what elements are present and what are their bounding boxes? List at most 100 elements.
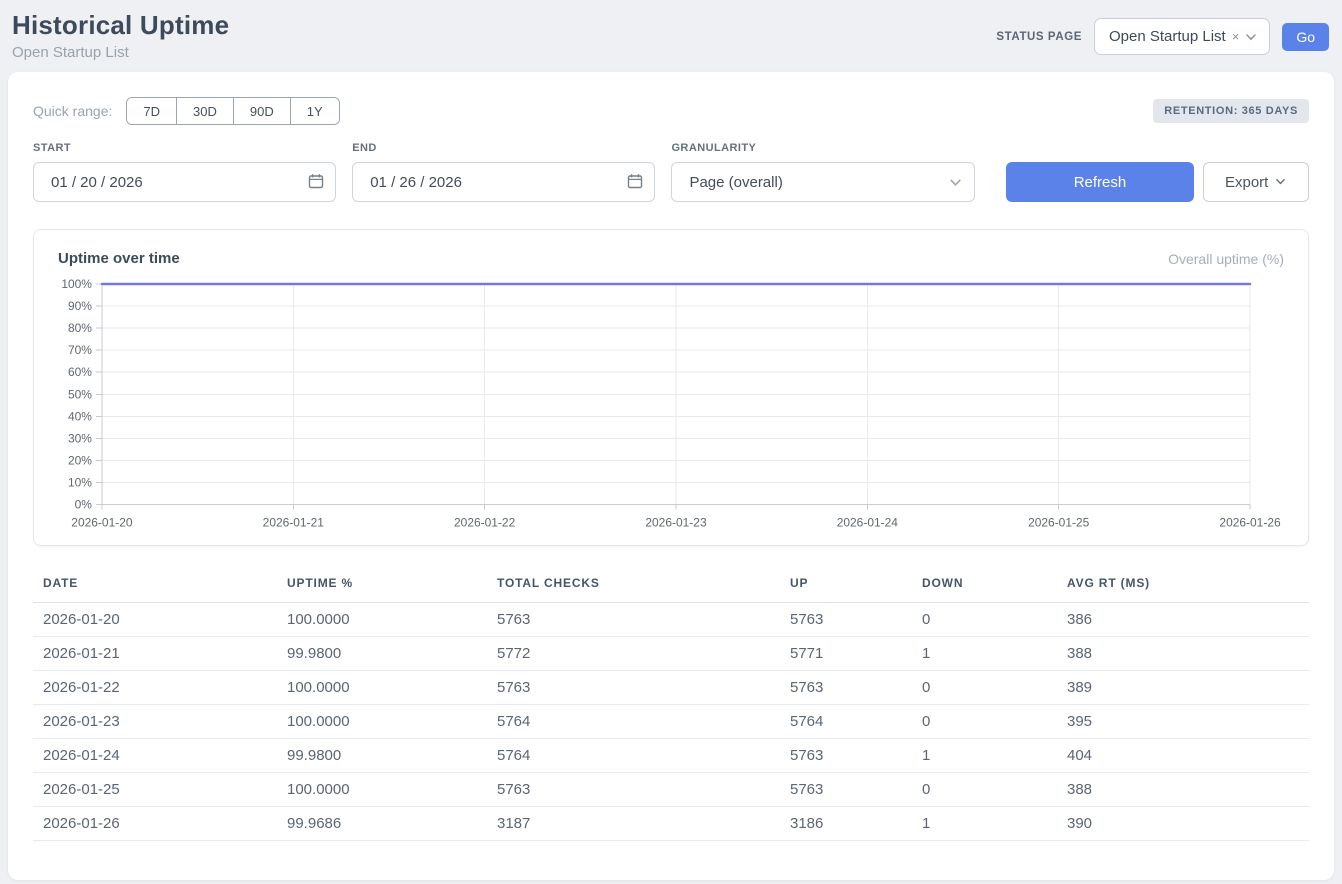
table-cell: 0	[912, 704, 1057, 738]
granularity-label: GRANULARITY	[671, 142, 974, 154]
table-cell: 2026-01-20	[33, 602, 277, 636]
quick-range-group: 7D 30D 90D 1Y	[126, 97, 339, 125]
table-cell: 2026-01-26	[33, 806, 277, 840]
table-cell: 2026-01-21	[33, 636, 277, 670]
table-cell: 100.0000	[277, 704, 487, 738]
y-tick-label: 80%	[68, 321, 92, 335]
x-tick-label: 2026-01-22	[454, 516, 516, 530]
start-date-field: START	[33, 142, 336, 202]
refresh-button[interactable]: Refresh	[1006, 162, 1195, 202]
table-cell: 2026-01-23	[33, 704, 277, 738]
table-header-row: DATEUPTIME %TOTAL CHECKSUPDOWNAVG RT (MS…	[33, 570, 1309, 603]
quick-range-label: Quick range:	[33, 103, 112, 119]
table-cell: 389	[1057, 670, 1309, 704]
table-cell: 5771	[780, 636, 912, 670]
granularity-select[interactable]: Page (overall)	[671, 162, 974, 202]
column-header: AVG RT (MS)	[1057, 570, 1309, 603]
status-page-group: STATUS PAGE Open Startup List × Go	[996, 18, 1329, 55]
table-cell: 5763	[487, 602, 780, 636]
table-row: 2026-01-20100.0000576357630386	[33, 602, 1309, 636]
end-label: END	[352, 142, 655, 154]
table-cell: 5763	[780, 772, 912, 806]
start-input-wrap	[33, 162, 336, 202]
table-cell: 100.0000	[277, 670, 487, 704]
table-cell: 3186	[780, 806, 912, 840]
table-cell: 395	[1057, 704, 1309, 738]
table-cell: 404	[1057, 738, 1309, 772]
table-cell: 3187	[487, 806, 780, 840]
y-tick-label: 60%	[68, 365, 92, 379]
column-header: UP	[780, 570, 912, 603]
filter-form-row: START END GRANULARITY Page (overall)	[33, 142, 1309, 202]
start-date-input[interactable]	[33, 162, 336, 202]
page-header: Historical Uptime Open Startup List STAT…	[0, 0, 1342, 70]
column-header: TOTAL CHECKS	[487, 570, 780, 603]
quick-range-7d[interactable]: 7D	[127, 98, 177, 124]
table-body: 2026-01-20100.00005763576303862026-01-21…	[33, 602, 1309, 840]
table-cell: 1	[912, 636, 1057, 670]
table-cell: 2026-01-24	[33, 738, 277, 772]
table-row: 2026-01-22100.0000576357630389	[33, 670, 1309, 704]
calendar-icon[interactable]	[627, 173, 643, 194]
table-cell: 0	[912, 670, 1057, 704]
clear-selection-icon[interactable]: ×	[1232, 30, 1240, 43]
column-header: DATE	[33, 570, 277, 603]
table-cell: 0	[912, 602, 1057, 636]
start-label: START	[33, 142, 336, 154]
table-cell: 388	[1057, 772, 1309, 806]
title-block: Historical Uptime Open Startup List	[12, 10, 229, 61]
x-tick-label: 2026-01-26	[1219, 516, 1281, 530]
end-date-input[interactable]	[352, 162, 655, 202]
page-subtitle: Open Startup List	[12, 44, 229, 61]
end-input-wrap	[352, 162, 655, 202]
chart-title: Uptime over time	[58, 250, 180, 267]
table-row: 2026-01-25100.0000576357630388	[33, 772, 1309, 806]
table-cell: 386	[1057, 602, 1309, 636]
y-tick-label: 100%	[61, 277, 92, 291]
table-cell: 5763	[487, 772, 780, 806]
quick-range-90d[interactable]: 90D	[234, 98, 291, 124]
table-row: 2026-01-2499.9800576457631404	[33, 738, 1309, 772]
table-cell: 99.9800	[277, 738, 487, 772]
table-cell: 5764	[780, 704, 912, 738]
table-cell: 5764	[487, 738, 780, 772]
stats-table: DATEUPTIME %TOTAL CHECKSUPDOWNAVG RT (MS…	[33, 570, 1309, 841]
y-tick-label: 0%	[75, 498, 93, 512]
table-cell: 0	[912, 772, 1057, 806]
table-cell: 99.9686	[277, 806, 487, 840]
table-cell: 1	[912, 738, 1057, 772]
granularity-field: GRANULARITY Page (overall)	[671, 142, 974, 202]
end-date-field: END	[352, 142, 655, 202]
main-panel: Quick range: 7D 30D 90D 1Y RETENTION: 36…	[8, 72, 1334, 880]
chart-legend: Overall uptime (%)	[1168, 251, 1284, 267]
chevron-down-icon	[949, 176, 961, 188]
chevron-down-icon	[1245, 31, 1257, 43]
y-tick-label: 20%	[68, 453, 92, 467]
table-cell: 390	[1057, 806, 1309, 840]
go-button[interactable]: Go	[1282, 23, 1329, 51]
quick-range-30d[interactable]: 30D	[177, 98, 234, 124]
table-cell: 5764	[487, 704, 780, 738]
y-tick-label: 30%	[68, 431, 92, 445]
table-cell: 5763	[780, 670, 912, 704]
page-title: Historical Uptime	[12, 10, 229, 41]
x-tick-label: 2026-01-21	[263, 516, 325, 530]
x-tick-label: 2026-01-20	[71, 516, 133, 530]
quick-range-1y[interactable]: 1Y	[291, 98, 339, 124]
calendar-icon[interactable]	[308, 173, 324, 194]
chart-header: Uptime over time Overall uptime (%)	[58, 250, 1284, 267]
column-header: UPTIME %	[277, 570, 487, 603]
table-cell: 2026-01-22	[33, 670, 277, 704]
uptime-chart: 100%90%80%70%60%50%40%30%20%10%0%2026-01…	[58, 275, 1284, 531]
table-cell: 100.0000	[277, 602, 487, 636]
status-page-label: STATUS PAGE	[996, 31, 1082, 43]
x-tick-label: 2026-01-23	[645, 516, 707, 530]
x-tick-label: 2026-01-24	[837, 516, 899, 530]
export-button[interactable]: Export	[1203, 162, 1309, 202]
table-cell: 1	[912, 806, 1057, 840]
status-page-select[interactable]: Open Startup List ×	[1094, 18, 1270, 55]
table-row: 2026-01-2199.9800577257711388	[33, 636, 1309, 670]
quick-range-row: Quick range: 7D 30D 90D 1Y RETENTION: 36…	[33, 97, 1309, 125]
y-tick-label: 10%	[68, 476, 92, 490]
chevron-down-icon	[1275, 176, 1287, 188]
